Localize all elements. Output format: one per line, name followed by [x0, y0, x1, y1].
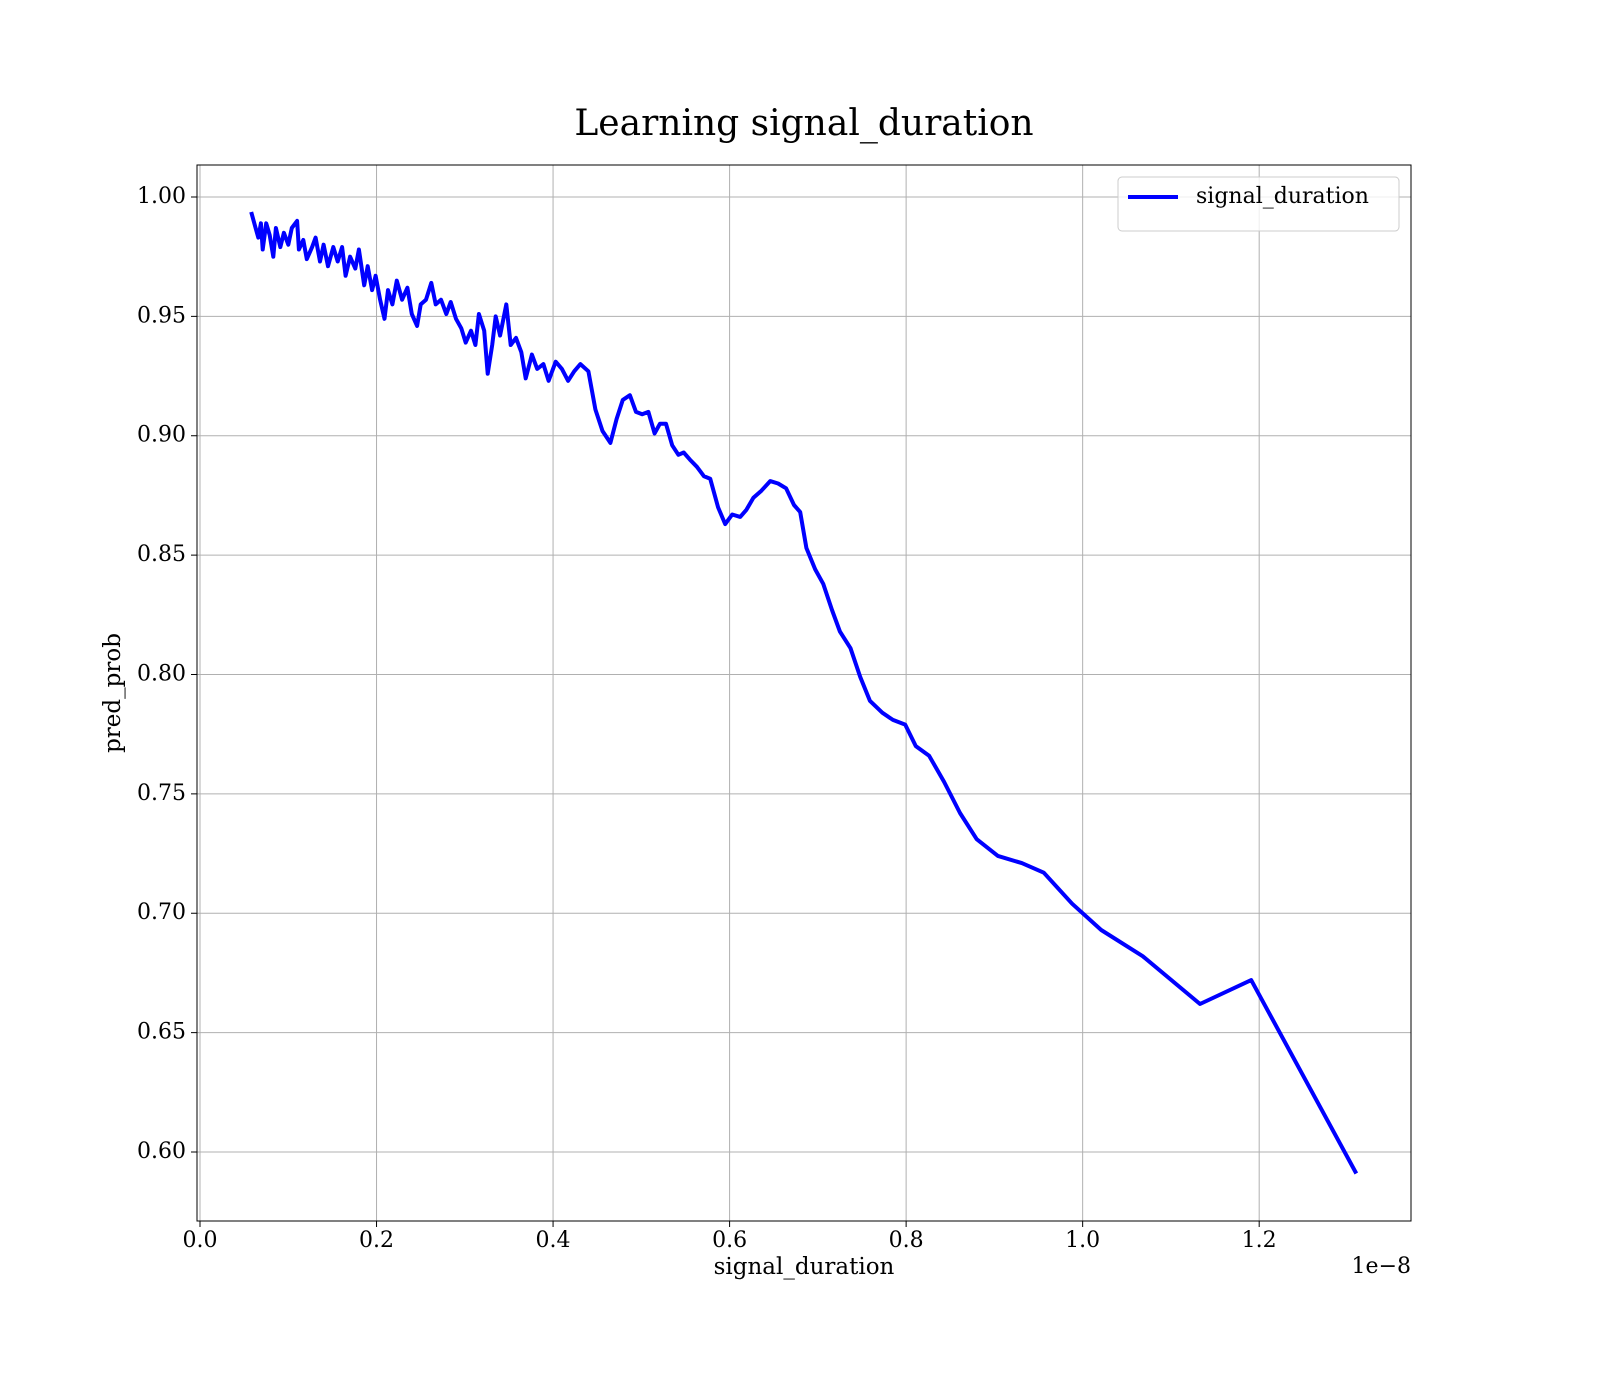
x-tick-label: 0.2	[359, 1228, 394, 1253]
x-offset-label: 1e−8	[1352, 1254, 1411, 1279]
y-tick-label: 0.90	[137, 423, 186, 448]
x-tick-label: 1.0	[1065, 1228, 1100, 1253]
y-tick-label: 0.65	[137, 1020, 186, 1045]
y-tick-label: 0.85	[137, 542, 186, 567]
x-tick-label: 0.8	[889, 1228, 924, 1253]
y-tick-label: 1.00	[137, 184, 186, 209]
legend: signal_duration	[1117, 176, 1400, 232]
x-axis-label: signal_duration	[714, 1254, 895, 1280]
legend-label: signal_duration	[1196, 184, 1369, 209]
x-tick-label: 0.6	[712, 1228, 747, 1253]
y-tick-label: 0.60	[137, 1139, 186, 1164]
legend-box	[1117, 176, 1400, 232]
y-tick-label: 0.80	[137, 661, 186, 686]
y-tick-label: 0.95	[137, 303, 186, 328]
data-line	[249, 211, 1359, 1175]
plot-area: 0.0 0.2 0.4 0.6 0.8 1.0 1.2 0.60 0.65 0.70 0.75 0.8…	[137, 164, 1412, 1253]
x-tick-label: 1.2	[1242, 1228, 1277, 1253]
chart-title: Learning signal_duration	[574, 103, 1033, 144]
y-tick-label: 0.75	[137, 781, 186, 806]
x-tick-label: 0.4	[536, 1228, 571, 1253]
y-tick-label: 0.70	[137, 900, 186, 925]
plot-frame	[196, 164, 1412, 1222]
x-tick-label: 0.0	[183, 1228, 218, 1253]
y-axis-label: pred_prob	[100, 633, 126, 753]
